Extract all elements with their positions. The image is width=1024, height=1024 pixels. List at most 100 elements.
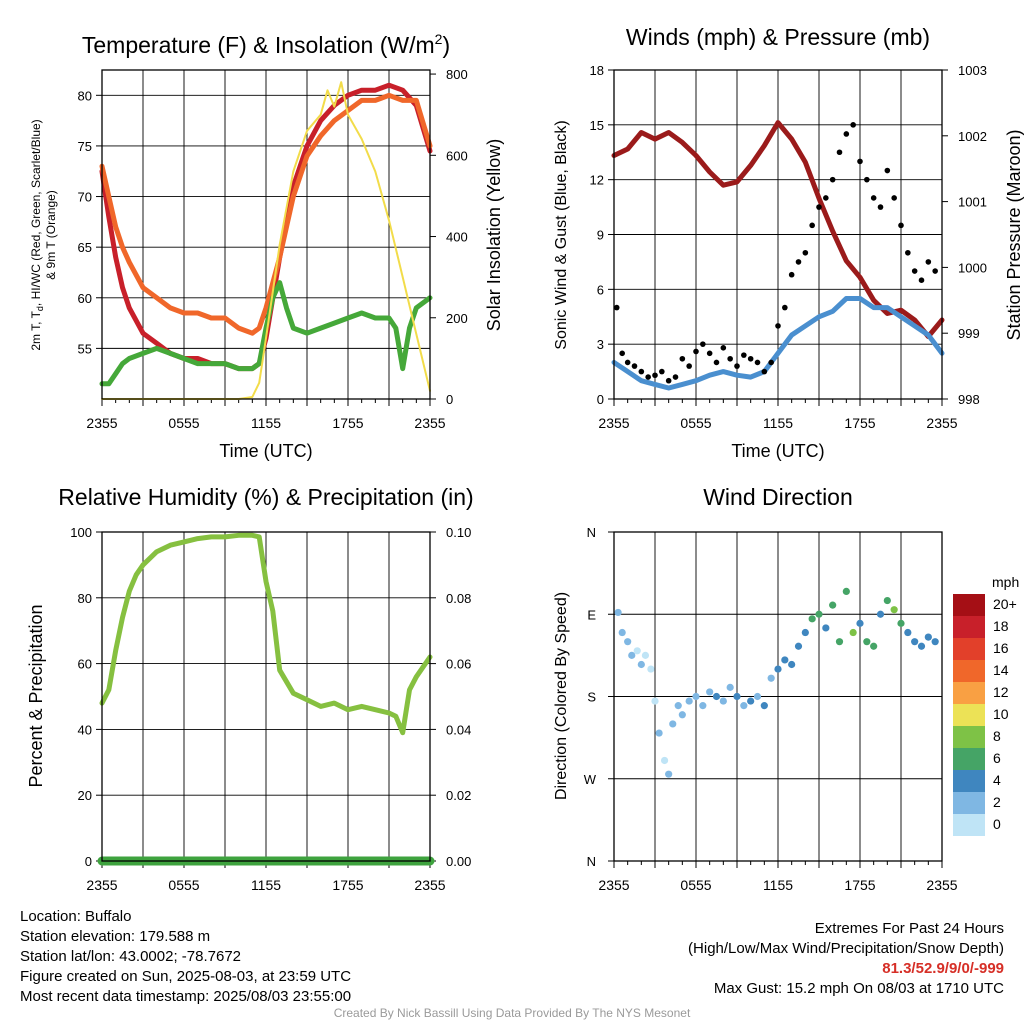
- legend-swatch: [953, 594, 985, 616]
- latlon-text: Station lat/lon: 43.0002; -78.7672: [20, 948, 242, 965]
- direction-x-tick: 1755: [844, 877, 875, 893]
- gust-point: [788, 271, 795, 278]
- direction-point: [740, 702, 748, 710]
- direction-point: [651, 697, 659, 705]
- gust-point: [747, 355, 754, 362]
- legend-swatch: [953, 726, 985, 748]
- gust-point: [775, 323, 781, 329]
- direction-point: [767, 674, 775, 682]
- humidity-y2-tick: 0.04: [446, 722, 471, 737]
- humidity-y-tick: 80: [78, 591, 92, 606]
- humidity-y-tick: 60: [78, 657, 92, 672]
- direction-point: [794, 642, 803, 650]
- gust-point: [843, 131, 850, 137]
- direction-point: [781, 656, 789, 664]
- gust-point: [700, 341, 706, 347]
- temperature-y-tick: 55: [78, 341, 92, 356]
- direction-point: [726, 683, 734, 691]
- temperature-y2-tick: 800: [446, 67, 468, 82]
- humidity-x-tick: 0555: [168, 877, 199, 893]
- temperature-frame: [101, 69, 431, 400]
- gust-point: [754, 359, 761, 366]
- gust-point: [829, 176, 836, 183]
- gust-point: [850, 122, 856, 128]
- gust-point: [857, 158, 863, 165]
- direction-point: [614, 608, 622, 617]
- temperature-x-tick: 1755: [332, 415, 363, 431]
- speed-legend: mph 20+ 18 16 14 12 10 8 6 4 2 0: [953, 574, 1019, 836]
- temperature-x-tick: 0555: [168, 415, 199, 431]
- legend-label: 16: [993, 640, 1009, 656]
- direction-point: [760, 702, 768, 710]
- direction-point: [753, 692, 762, 701]
- gust-point: [864, 176, 870, 183]
- direction-point: [788, 660, 796, 669]
- humidity-y-tick: 0: [85, 854, 92, 869]
- legend-label: 4: [993, 772, 1001, 788]
- direction-point: [706, 688, 714, 696]
- winds-x-tick: 2355: [598, 415, 629, 431]
- max-gust-text: Max Gust: 15.2 mph On 08/03 at 1710 UTC: [713, 980, 1004, 997]
- temperature-x-axis-label: Time (UTC): [219, 441, 312, 461]
- winds-right-axis-label: Station Pressure (Maroon): [1004, 129, 1024, 340]
- humidity-x-tick: 2355: [414, 877, 445, 893]
- direction-point: [890, 606, 898, 614]
- direction-point: [904, 628, 912, 637]
- direction-point: [633, 647, 641, 655]
- gust-point: [877, 204, 884, 210]
- direction-point: [669, 720, 677, 728]
- winds-x-tick: 2355: [926, 415, 957, 431]
- legend-swatch: [953, 792, 985, 814]
- legend-label: 20+: [993, 596, 1017, 612]
- direction-point: [856, 619, 864, 627]
- legend-swatch: [953, 704, 985, 726]
- gust-point: [809, 222, 815, 229]
- gust-point: [925, 259, 932, 265]
- direction-point: [641, 651, 650, 659]
- winds-y-tick: 0: [597, 392, 604, 407]
- direction-point: [733, 692, 741, 701]
- legend-label: 0: [993, 816, 1001, 832]
- winds-y2-tick: 1002: [958, 129, 987, 144]
- humidity-x-tick: 1755: [332, 877, 363, 893]
- legend-swatch: [953, 616, 985, 638]
- winds-x-tick: 0555: [680, 415, 711, 431]
- direction-point: [655, 729, 663, 737]
- humidity-y2-tick: 0.00: [446, 854, 471, 869]
- humidity-frame: [101, 531, 431, 862]
- elevation-text: Station elevation: 179.588 m: [20, 928, 211, 945]
- gust-point: [768, 359, 774, 366]
- gust-point: [802, 249, 809, 256]
- temperature-y-tick: 70: [78, 190, 92, 205]
- winds-x-tick: 1155: [763, 415, 793, 431]
- gust-point: [734, 363, 740, 369]
- humidity-y2-tick: 0.02: [446, 788, 471, 803]
- direction-point: [618, 628, 626, 637]
- station-info: Location: Buffalo Station elevation: 179…: [20, 907, 351, 1007]
- temperature-panel-title: Temperature (F) & Insolation (W/m2): [82, 31, 450, 58]
- gust-point: [898, 222, 904, 229]
- legend-swatch: [953, 682, 985, 704]
- gust-point: [679, 355, 686, 362]
- winds-y-tick: 3: [597, 337, 604, 352]
- direction-point: [719, 697, 727, 705]
- winds-series-line: [611, 120, 945, 339]
- legend-label: 18: [993, 618, 1009, 634]
- gust-point: [645, 374, 651, 380]
- direction-point: [747, 697, 755, 705]
- direction-point: [924, 633, 932, 641]
- gust-point: [720, 345, 727, 351]
- direction-point: [628, 651, 636, 659]
- temperature-x-tick: 2355: [86, 415, 117, 431]
- gust-point: [672, 374, 679, 380]
- humidity-y2-tick: 0.08: [446, 591, 471, 606]
- temperature-y2-tick: 400: [446, 230, 468, 245]
- direction-point: [712, 692, 721, 701]
- direction-point: [829, 601, 837, 609]
- temperature-x-tick: 1155: [251, 415, 281, 431]
- winds-y2-tick: 999: [958, 326, 980, 341]
- legend-swatch: [953, 770, 985, 792]
- winds-chart: 2355 0555 1155 1755 2355 0 3 6 9 12 15 18 998 999 1000…: [590, 63, 987, 431]
- gust-point: [706, 350, 713, 357]
